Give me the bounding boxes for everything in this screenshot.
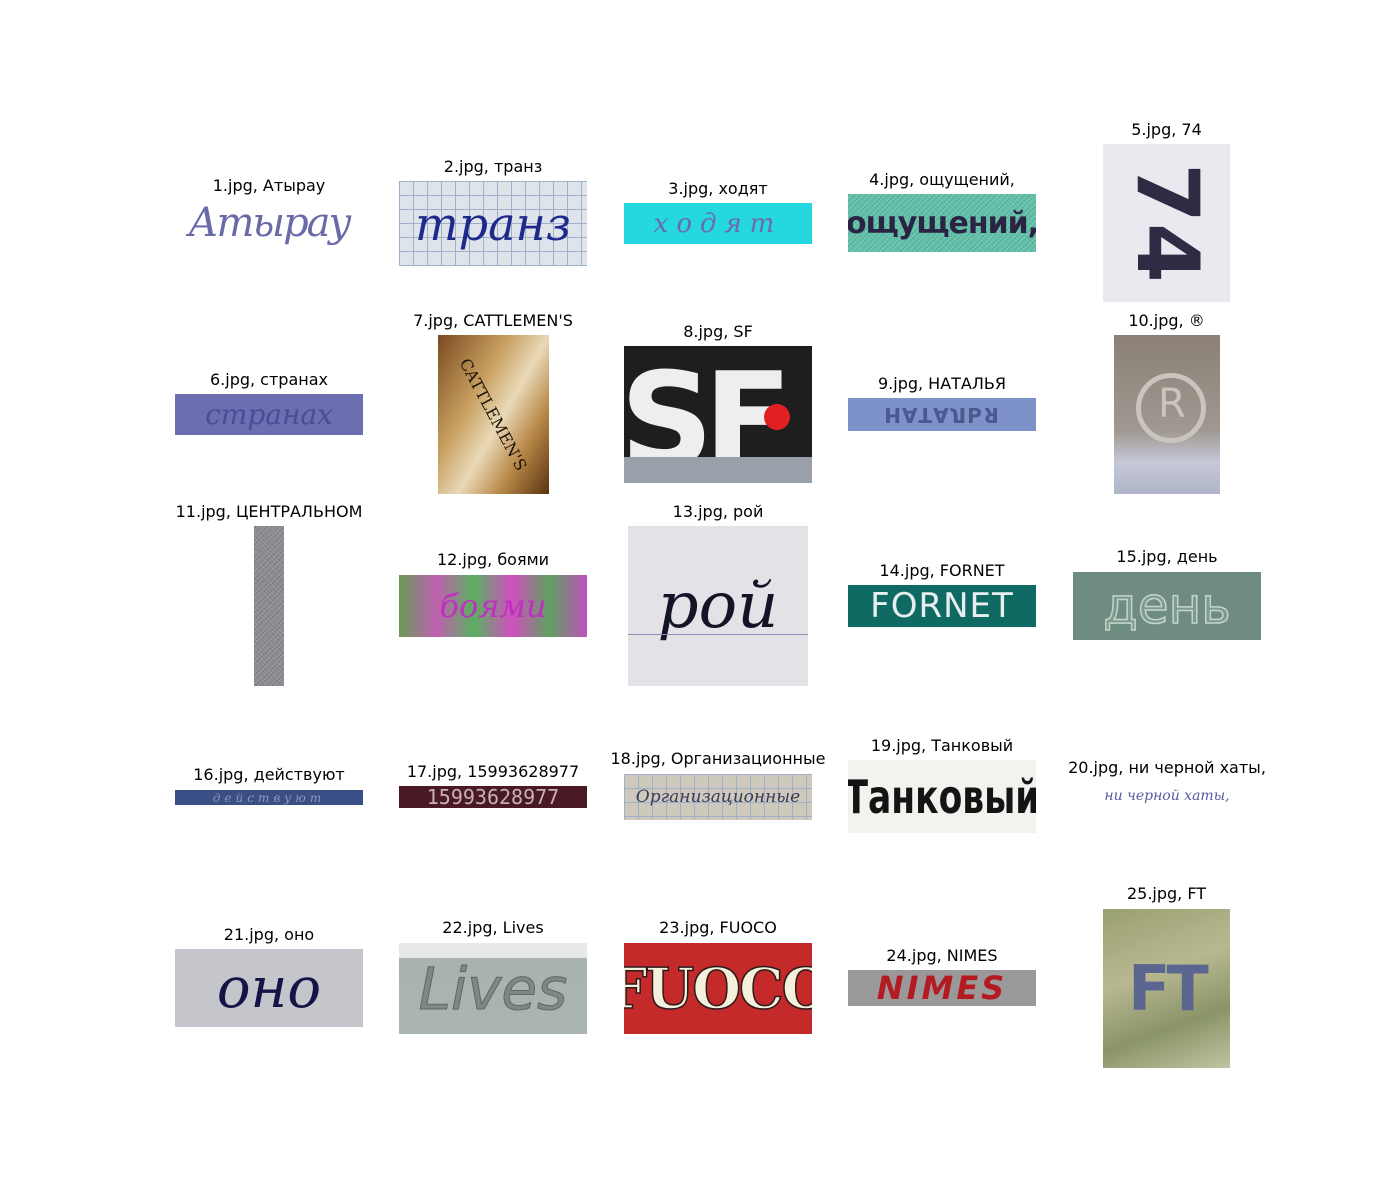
sample-caption: 9.jpg, НАТАЛЬЯ [877,374,1006,393]
sample-image [254,526,284,686]
sample-caption: 3.jpg, ходят [668,179,768,198]
sample-image: 15993628977 [399,786,587,808]
sample-image: SF [624,346,812,483]
sample-caption: 10.jpg, ® [1128,311,1205,330]
sample-caption: 11.jpg, ЦЕНТРАЛЬНОМ [175,502,363,521]
sample-image: странах [175,394,363,435]
sample-image: НАТАЛЬЯ [848,398,1036,431]
sample-caption: 22.jpg, Lives [442,918,544,937]
sample-image: действуют [175,790,363,805]
sample-image: ходят [624,203,812,244]
sample-image: оно [175,949,363,1027]
sample-image: день [1073,572,1261,640]
sample-caption: 15.jpg, день [1116,547,1218,566]
sample-caption: 5.jpg, 74 [1131,120,1202,139]
sample-image: FUOCO [624,943,812,1034]
sample-caption: 23.jpg, FUOCO [659,918,777,937]
sample-image: Lives [399,943,587,1034]
sample-caption: 24.jpg, NIMES [886,946,998,965]
sample-image: Танковый [848,760,1036,833]
sample-caption: 16.jpg, действуют [193,765,345,784]
sample-image: транз [399,181,587,266]
sample-caption: 20.jpg, ни черной хаты, [1068,758,1266,777]
sample-caption: 1.jpg, Атырау [212,176,326,195]
sample-caption: 19.jpg, Танковый [870,736,1014,755]
sample-image: ни черной хаты, [1073,782,1261,810]
sample-caption: 7.jpg, CATTLEMEN'S [413,311,573,330]
sample-caption: 12.jpg, боями [436,550,550,569]
sample-caption: 17.jpg, 15993628977 [406,762,580,781]
sample-caption: 6.jpg, странах [209,370,328,389]
sample-image: R [1114,335,1220,494]
sample-image: ощущений, [848,194,1036,252]
sample-image: CATTLEMEN'S [438,335,549,494]
sample-image: боями [399,575,587,637]
sample-image: 74 [1103,144,1230,302]
sample-caption: 18.jpg, Организационные [610,749,826,768]
sample-caption: 13.jpg, рой [672,502,764,521]
sample-caption: 8.jpg, SF [683,322,753,341]
sample-caption: 21.jpg, оно [223,925,315,944]
sample-image: NIMES [848,970,1036,1006]
sample-image: FORNET [848,585,1036,627]
sample-image: Организационные [624,774,812,820]
sample-caption: 4.jpg, ощущений, [869,170,1015,189]
sample-image: рой [628,526,808,686]
sample-image: FT [1103,909,1230,1068]
sample-image: Атырау [175,195,363,250]
sample-caption: 2.jpg, транз [443,157,543,176]
sample-caption: 25.jpg, FT [1126,884,1207,903]
sample-caption: 14.jpg, FORNET [879,561,1005,580]
